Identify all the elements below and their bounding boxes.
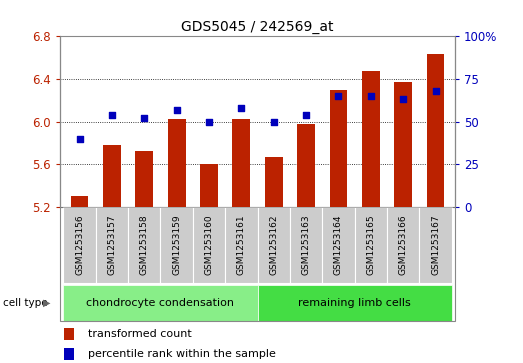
Bar xyxy=(135,151,153,207)
Bar xyxy=(63,207,96,283)
Bar xyxy=(257,207,290,283)
Text: GSM1253157: GSM1253157 xyxy=(107,215,117,276)
Bar xyxy=(103,145,121,207)
Point xyxy=(302,112,310,118)
Bar xyxy=(290,207,322,283)
Text: GSM1253160: GSM1253160 xyxy=(204,215,213,276)
Text: chondrocyte condensation: chondrocyte condensation xyxy=(86,298,234,308)
Bar xyxy=(168,119,186,207)
Bar xyxy=(322,207,355,283)
Text: transformed count: transformed count xyxy=(88,329,191,339)
Bar xyxy=(161,207,193,283)
Point xyxy=(269,119,278,125)
Bar xyxy=(193,207,225,283)
Point xyxy=(108,112,116,118)
Bar xyxy=(64,348,74,360)
Bar xyxy=(329,90,347,207)
Bar xyxy=(427,54,445,207)
Text: GSM1253164: GSM1253164 xyxy=(334,215,343,275)
Text: GSM1253166: GSM1253166 xyxy=(399,215,408,276)
Bar xyxy=(355,207,387,283)
Title: GDS5045 / 242569_at: GDS5045 / 242569_at xyxy=(181,20,334,34)
Bar xyxy=(387,207,419,283)
Text: ▶: ▶ xyxy=(43,298,50,308)
Point xyxy=(205,119,213,125)
Point xyxy=(173,107,181,113)
Bar xyxy=(297,124,315,207)
Text: GSM1253156: GSM1253156 xyxy=(75,215,84,276)
Text: GSM1253165: GSM1253165 xyxy=(366,215,376,276)
Text: GSM1253159: GSM1253159 xyxy=(172,215,181,276)
Bar xyxy=(233,119,251,207)
Bar xyxy=(64,328,74,340)
Bar xyxy=(96,207,128,283)
Bar xyxy=(419,207,452,283)
Text: GSM1253162: GSM1253162 xyxy=(269,215,278,275)
Bar xyxy=(128,207,161,283)
Text: cell type: cell type xyxy=(3,298,47,308)
Point xyxy=(334,93,343,99)
Text: GSM1253158: GSM1253158 xyxy=(140,215,149,276)
Point xyxy=(399,97,407,102)
Point xyxy=(75,136,84,142)
Point xyxy=(367,93,375,99)
Bar xyxy=(362,72,380,207)
Text: remaining limb cells: remaining limb cells xyxy=(298,298,411,308)
Bar xyxy=(394,82,412,207)
Bar xyxy=(225,207,258,283)
Text: GSM1253161: GSM1253161 xyxy=(237,215,246,276)
Bar xyxy=(63,285,258,321)
Text: GSM1253167: GSM1253167 xyxy=(431,215,440,276)
Point xyxy=(431,88,440,94)
Text: GSM1253163: GSM1253163 xyxy=(302,215,311,276)
Bar xyxy=(265,157,282,207)
Bar xyxy=(71,196,88,207)
Bar xyxy=(200,164,218,207)
Point xyxy=(140,115,149,121)
Point xyxy=(237,105,246,111)
Text: percentile rank within the sample: percentile rank within the sample xyxy=(88,349,276,359)
Bar xyxy=(257,285,452,321)
